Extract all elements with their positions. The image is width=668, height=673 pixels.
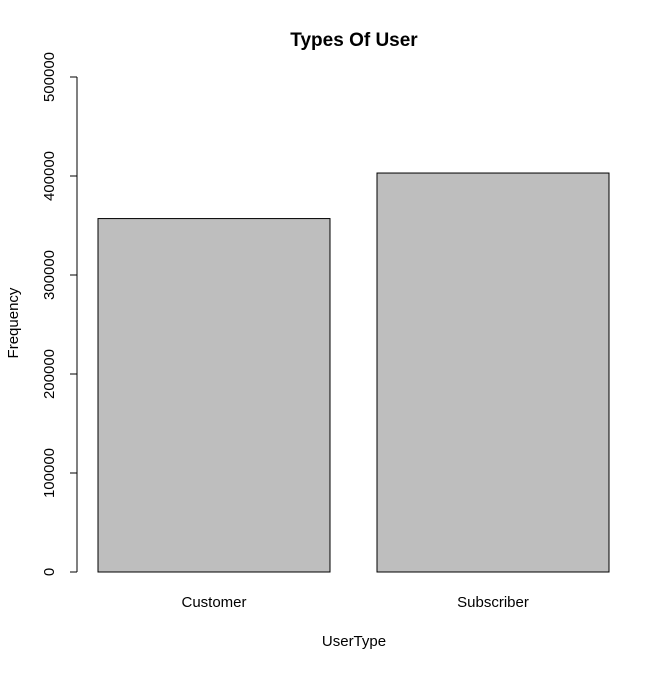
chart-title: Types Of User	[290, 30, 418, 51]
x-axis-label: UserType	[322, 633, 386, 650]
x-tick-labels: Customer Subscriber	[181, 594, 528, 611]
x-tick-label-customer: Customer	[181, 594, 246, 611]
y-tick-label: 300000	[41, 250, 58, 300]
bar-customer	[97, 218, 331, 573]
bar-subscriber	[376, 172, 610, 573]
y-tick-label: 200000	[41, 349, 58, 399]
y-axis: 0 100000 200000 300000 400000 500000	[41, 52, 78, 576]
bars-group	[97, 172, 610, 573]
y-tick-label: 0	[41, 568, 58, 576]
y-axis-label: Frequency	[5, 287, 22, 358]
y-tick-label: 400000	[41, 151, 58, 201]
x-tick-label-subscriber: Subscriber	[457, 594, 529, 611]
y-tick-label: 500000	[41, 52, 58, 102]
y-tick-label: 100000	[41, 448, 58, 498]
